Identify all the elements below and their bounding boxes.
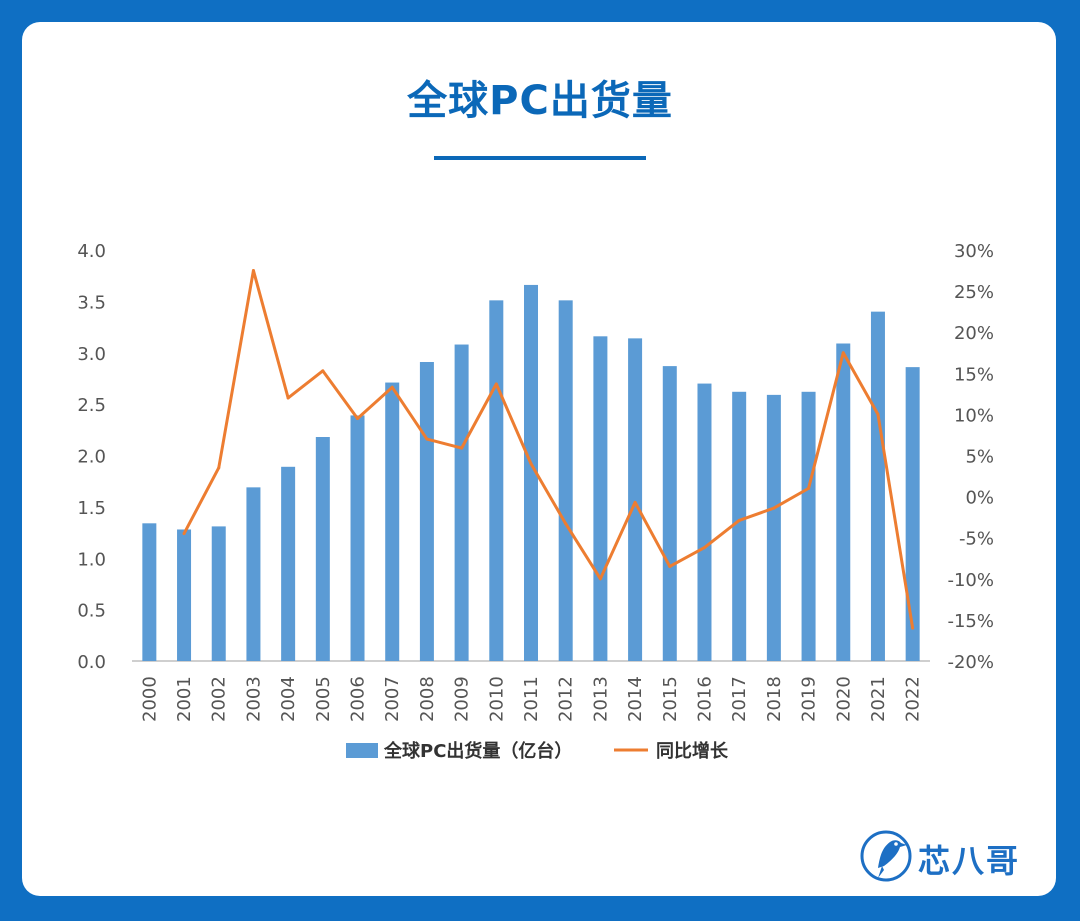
y-right-tick-label: -15% <box>947 611 994 632</box>
bar <box>766 394 781 661</box>
bar <box>870 311 885 661</box>
y-right-tick-label: -10% <box>947 570 994 591</box>
x-tick-label: 2022 <box>903 676 924 722</box>
growth-point <box>737 518 741 522</box>
growth-point <box>460 446 464 450</box>
y-left-tick-label: 0.5 <box>77 601 106 622</box>
y-right-tick-label: 30% <box>954 241 994 262</box>
x-tick-label: 2020 <box>833 676 854 722</box>
bar <box>315 437 330 661</box>
x-tick-label: 2015 <box>660 676 681 722</box>
growth-point <box>702 546 706 550</box>
bar <box>419 361 434 661</box>
x-tick-label: 2001 <box>174 676 195 722</box>
growth-point <box>182 532 186 536</box>
growth-point <box>321 369 325 373</box>
x-tick-label: 2014 <box>625 676 646 722</box>
y-right-tick-label: 25% <box>954 282 994 303</box>
x-tick-label: 2000 <box>139 676 160 722</box>
x-tick-label: 2012 <box>556 676 577 722</box>
brand-name: 芯八哥 <box>918 842 1021 880</box>
bar <box>801 391 816 661</box>
x-tick-label: 2002 <box>209 676 230 722</box>
x-tick-label: 2019 <box>799 676 820 722</box>
growth-point <box>564 522 568 526</box>
growth-point <box>286 396 290 400</box>
x-tick-label: 2006 <box>348 676 369 722</box>
y-right-tick-label: 0% <box>965 488 994 509</box>
y-right-tick-label: -20% <box>947 652 994 673</box>
x-tick-label: 2005 <box>313 676 334 722</box>
page-title: 全球PC出货量 <box>407 78 673 124</box>
growth-point <box>772 506 776 510</box>
growth-point <box>911 626 915 630</box>
bar <box>211 526 226 661</box>
x-tick-label: 2011 <box>521 676 542 722</box>
bar <box>662 366 677 661</box>
bar <box>697 383 712 661</box>
bar <box>732 391 747 661</box>
bar <box>385 382 400 661</box>
growth-point <box>356 417 360 421</box>
bar <box>142 523 157 661</box>
y-left-tick-label: 3.0 <box>77 344 106 365</box>
bar <box>836 343 851 661</box>
bird-logo-icon <box>860 830 912 882</box>
growth-point <box>598 577 602 581</box>
growth-point <box>217 466 221 470</box>
y-left-tick-label: 1.0 <box>77 549 106 570</box>
bar <box>177 529 192 661</box>
y-right-tick-label: 20% <box>954 323 994 344</box>
legend-label-growth: 同比增长 <box>656 740 729 762</box>
title-underline <box>434 156 646 160</box>
bar <box>558 300 573 661</box>
bar <box>281 466 296 661</box>
y-left-tick-label: 4.0 <box>77 241 106 262</box>
x-tick-label: 2009 <box>452 676 473 722</box>
growth-point <box>494 382 498 386</box>
x-tick-label: 2017 <box>729 676 750 722</box>
bar <box>489 300 504 661</box>
growth-point <box>251 269 255 273</box>
y-right-tick-label: 15% <box>954 364 994 385</box>
bar <box>246 487 261 661</box>
x-tick-label: 2016 <box>694 676 715 722</box>
legend-swatch-shipments <box>346 743 378 758</box>
bar <box>905 367 920 661</box>
y-right-tick-label: 10% <box>954 405 994 426</box>
x-tick-label: 2003 <box>243 676 264 722</box>
bar <box>628 338 643 661</box>
bar <box>454 344 469 661</box>
bar <box>350 415 365 661</box>
y-left-tick-label: 3.5 <box>77 292 106 313</box>
growth-point <box>633 500 637 504</box>
growth-point <box>390 385 394 389</box>
x-tick-label: 2004 <box>278 676 299 722</box>
growth-point <box>807 486 811 490</box>
y-left-tick-label: 1.5 <box>77 498 106 519</box>
y-left-tick-label: 2.0 <box>77 447 106 468</box>
x-tick-label: 2008 <box>417 676 438 722</box>
bar <box>524 284 538 661</box>
growth-point <box>529 462 533 466</box>
x-tick-label: 2010 <box>486 676 507 722</box>
brand-logo: 芯八哥 <box>860 826 1040 886</box>
x-tick-label: 2018 <box>764 676 785 722</box>
legend-label-shipments: 全球PC出货量（亿台） <box>383 740 572 762</box>
x-tick-label: 2021 <box>868 676 889 722</box>
growth-point <box>841 351 845 355</box>
growth-point <box>876 412 880 416</box>
bar <box>593 336 608 661</box>
y-left-tick-label: 0.0 <box>77 652 106 673</box>
growth-line <box>182 269 915 629</box>
y-right-tick-label: 5% <box>965 447 994 468</box>
growth-point <box>425 437 429 441</box>
y-left-tick-label: 2.5 <box>77 395 106 416</box>
growth-point <box>668 564 672 568</box>
x-tick-label: 2013 <box>590 676 611 722</box>
y-right-tick-label: -5% <box>959 529 994 550</box>
x-tick-label: 2007 <box>382 676 403 722</box>
